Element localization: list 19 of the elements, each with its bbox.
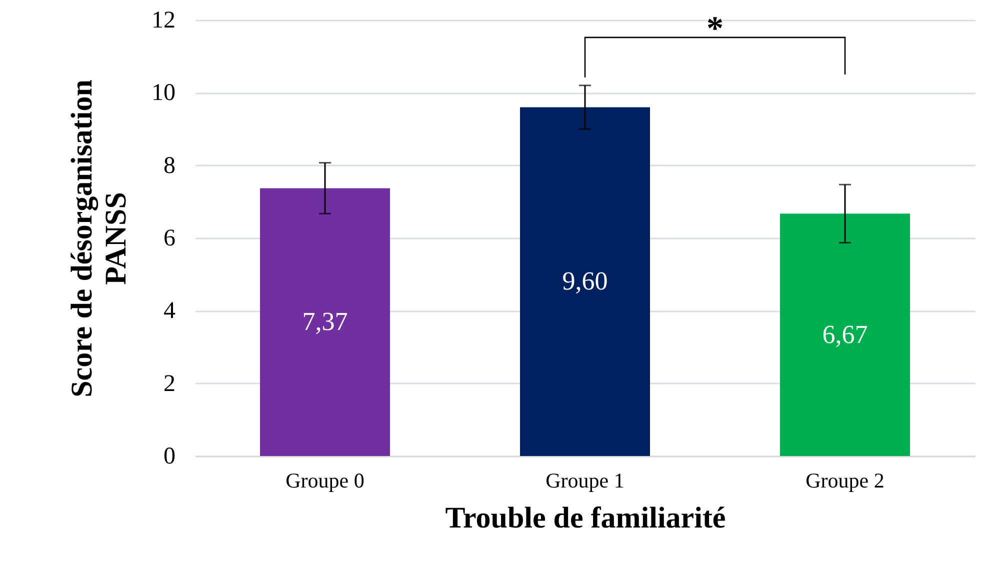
x-tick-label: Groupe 2	[806, 468, 884, 492]
y-tick-label: 12	[152, 8, 176, 34]
data-label: 6,67	[822, 320, 868, 349]
y-tick-label: 2	[164, 370, 176, 397]
y-tick-label: 0	[164, 444, 176, 470]
bar	[260, 188, 390, 456]
y-tick-label: 6	[164, 226, 176, 252]
data-label: 9,60	[562, 266, 608, 296]
x-tick-label: Groupe 1	[546, 468, 624, 492]
annotation: *	[706, 10, 724, 48]
data-label: 7,37	[302, 307, 348, 336]
y-tick-label: 10	[152, 80, 176, 106]
y-tick-label: 4	[164, 298, 176, 324]
x-tick-label: Groupe 0	[286, 468, 364, 492]
bar	[520, 107, 650, 456]
y-axis-title: Score de désorganisation PANSS	[66, 79, 132, 398]
y-tick-label: 8	[164, 152, 176, 179]
bar	[780, 214, 910, 456]
x-axis-title: Trouble de familiarité	[445, 502, 726, 534]
